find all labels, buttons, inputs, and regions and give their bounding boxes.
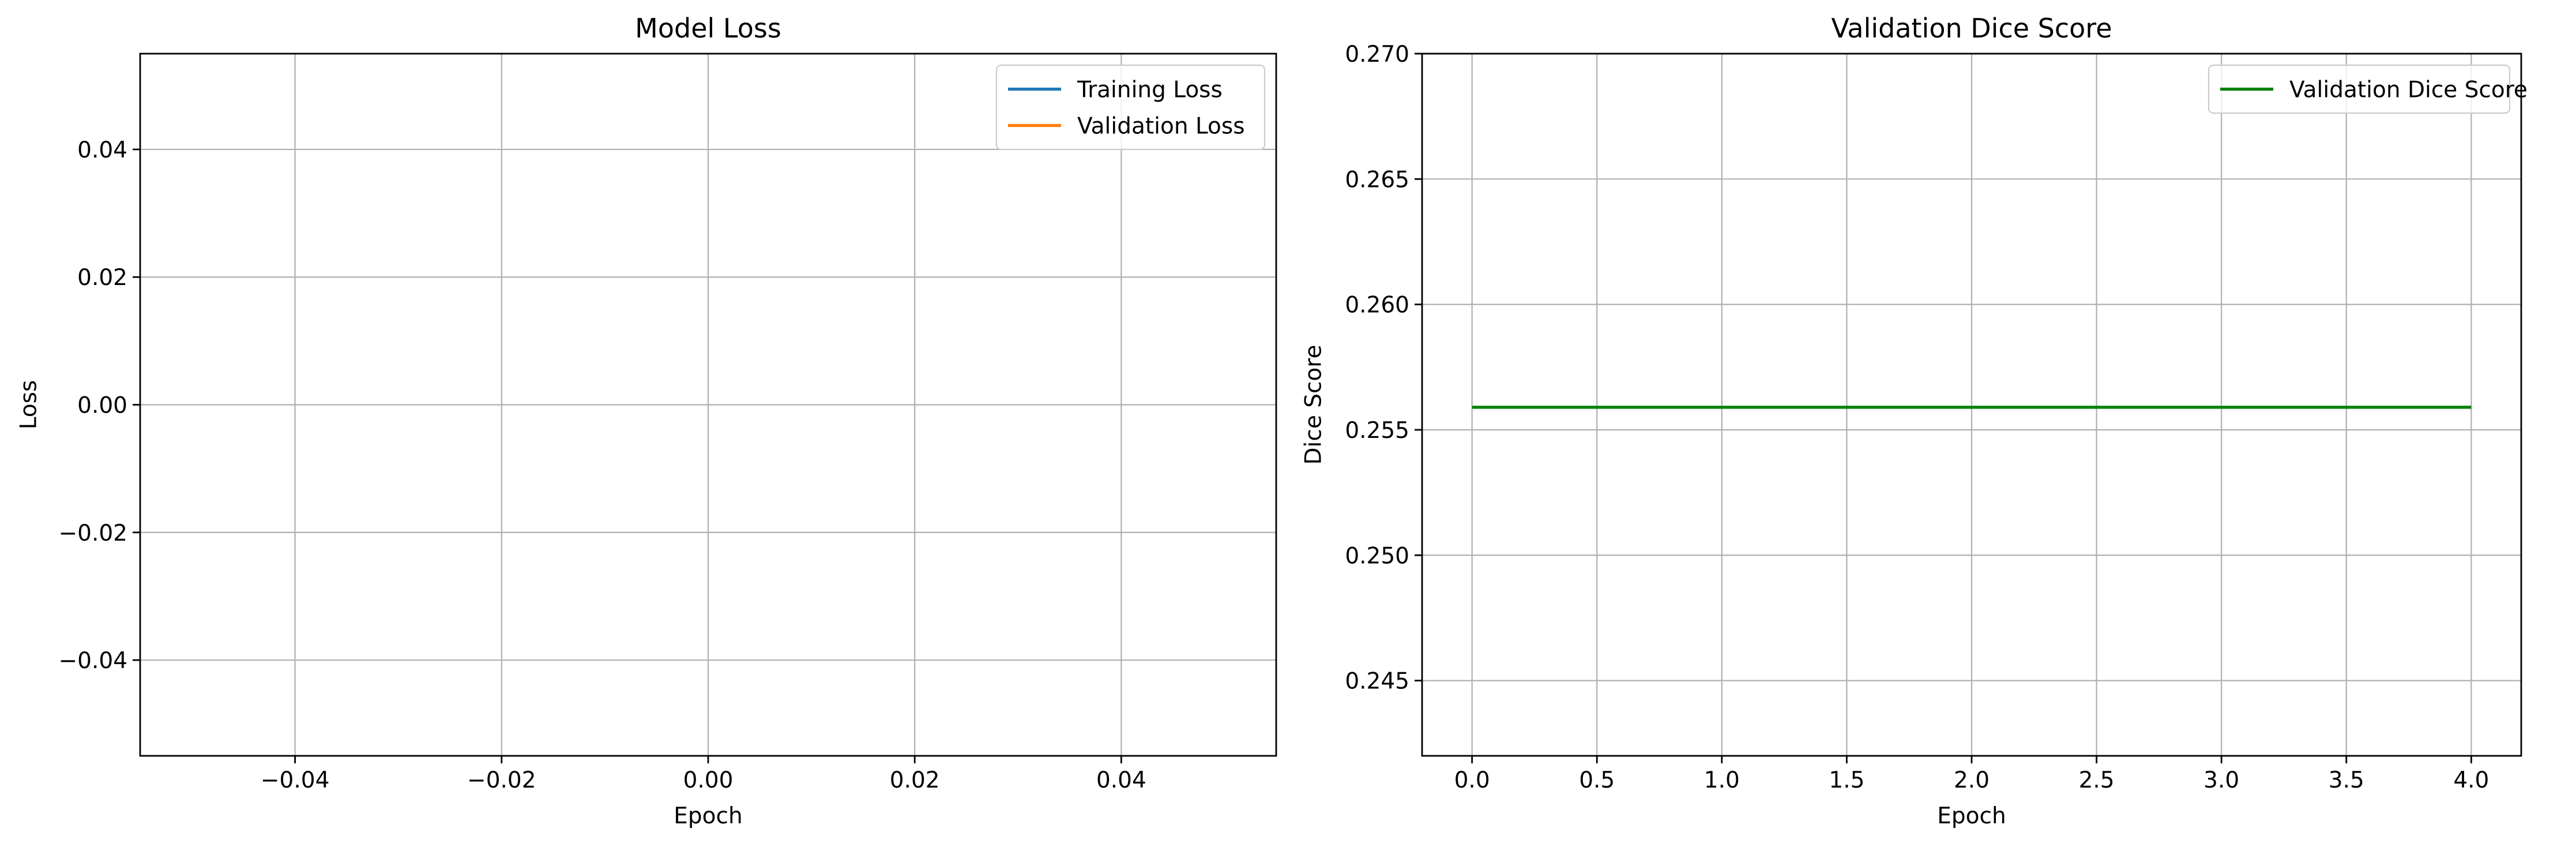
- y-tick-label: 0.270: [1345, 42, 1409, 68]
- x-tick-label: 2.0: [1954, 767, 1990, 793]
- x-axis-label: Epoch: [674, 803, 742, 829]
- chart-title: Model Loss: [635, 13, 781, 44]
- x-tick-label: 0.04: [1096, 767, 1146, 793]
- legend-box: [995, 64, 1266, 151]
- x-tick-label: 1.0: [1704, 767, 1740, 793]
- x-tick-label: 3.5: [2329, 767, 2364, 793]
- x-tick-label: 2.5: [2079, 767, 2115, 793]
- x-tick-label: 0.02: [890, 767, 940, 793]
- y-tick-label: −0.02: [58, 520, 127, 546]
- x-axis-label: Epoch: [1937, 803, 2006, 829]
- y-tick-label: 0.260: [1345, 293, 1409, 318]
- x-tick-label: −0.04: [261, 767, 330, 793]
- y-tick-label: −0.04: [58, 648, 127, 674]
- legend: Training Loss Validation Loss: [995, 64, 1266, 151]
- y-tick-label: 0.245: [1345, 669, 1409, 695]
- x-tick-label: −0.02: [467, 767, 536, 793]
- x-tick-label: 0.5: [1579, 767, 1615, 793]
- y-axis-label: Dice Score: [1301, 345, 1327, 465]
- y-tick-label: 0.250: [1345, 543, 1409, 569]
- legend-box: [2208, 64, 2511, 114]
- legend-label-validation-loss: Validation Loss: [1077, 114, 1245, 140]
- y-tick-label: 0.02: [77, 265, 127, 291]
- model-loss-chart: −0.04 −0.02 0.00 0.02 0.04 −0.04 −0.02 0.00 0.02…: [16, 13, 1277, 829]
- y-tick-label: 0.00: [77, 393, 127, 419]
- y-tick-label: 0.04: [77, 137, 127, 163]
- y-axis-label: Loss: [16, 380, 42, 430]
- x-tick-label: 1.5: [1829, 767, 1864, 793]
- x-tick-label: 0.00: [683, 767, 734, 793]
- x-tick-label: 4.0: [2453, 767, 2489, 793]
- legend-label-training-loss: Training Loss: [1077, 77, 1223, 103]
- y-tick-label: 0.255: [1345, 418, 1409, 444]
- x-tick-label: 3.0: [2203, 767, 2239, 793]
- legend: Validation Dice Score: [2208, 64, 2528, 114]
- y-tick-label: 0.265: [1345, 167, 1409, 193]
- validation-dice-chart: 0.0 0.5 1.0 1.5 2.0 2.5 3.0 3.5 4.0 0.245 0.250 0.2…: [1301, 13, 2528, 829]
- chart-title: Validation Dice Score: [1831, 13, 2112, 44]
- legend-label-validation-dice-score: Validation Dice Score: [2289, 77, 2528, 103]
- x-tick-label: 0.0: [1454, 767, 1490, 793]
